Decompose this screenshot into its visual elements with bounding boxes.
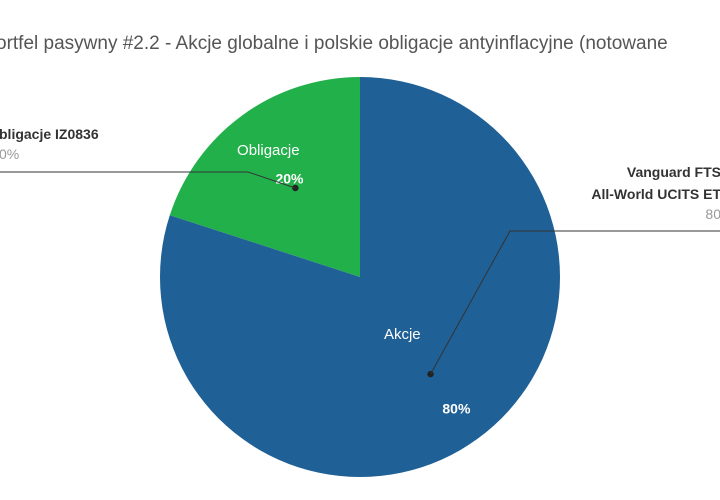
pie-labels: 20% Obligacje bligacje IZ0836 0% 80% Akcje Van… — [0, 126, 720, 416]
callout-percent-text: 0% — [0, 146, 19, 162]
slice-name-label: Obligacje — [237, 142, 300, 159]
leader-line — [0, 171, 296, 189]
pie-slices — [160, 77, 560, 477]
slice-percent-label: 80% — [442, 400, 471, 416]
slice-name-label: Akcje — [384, 326, 421, 343]
callout-name-text: All-World UCITS ET — [591, 186, 720, 202]
callout-name-text: Vanguard FTS — [627, 164, 720, 180]
pie-slice-obligacje — [169, 77, 360, 277]
pie-slice-akcje — [160, 77, 560, 477]
callout-percent-text: 80 — [705, 206, 720, 222]
callout-name-text: bligacje IZ0836 — [0, 126, 99, 142]
slice-percent-label: 20% — [275, 171, 304, 187]
leader-line — [430, 230, 720, 375]
chart-title: ortfel pasywny #2.2 - Akcje globalne i p… — [0, 33, 668, 54]
